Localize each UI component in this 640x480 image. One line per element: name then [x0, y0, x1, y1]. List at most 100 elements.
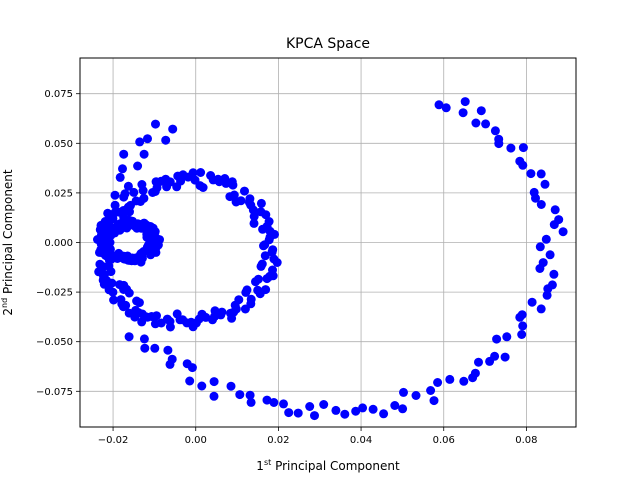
- data-point: [305, 402, 315, 411]
- data-point: [118, 164, 127, 174]
- data-point: [476, 106, 486, 116]
- data-point: [245, 194, 255, 204]
- data-point: [253, 285, 263, 295]
- data-point: [398, 404, 408, 414]
- data-point: [458, 108, 468, 118]
- data-point: [536, 304, 546, 314]
- y-tick-label: 0.000: [44, 238, 73, 249]
- data-point: [165, 322, 175, 332]
- data-point: [529, 187, 539, 197]
- data-point: [545, 250, 555, 260]
- data-point: [105, 238, 115, 247]
- data-point: [518, 321, 528, 331]
- x-axis-label-sup: st: [264, 458, 271, 467]
- data-point: [502, 332, 512, 342]
- data-point: [257, 259, 267, 269]
- data-point: [541, 234, 551, 244]
- data-point: [253, 274, 263, 284]
- data-point: [269, 254, 279, 264]
- data-point: [536, 169, 546, 179]
- data-point: [134, 298, 144, 308]
- data-point: [118, 302, 128, 312]
- data-point: [284, 408, 294, 418]
- data-point: [231, 197, 241, 207]
- data-point: [526, 169, 536, 179]
- data-point: [459, 376, 469, 386]
- data-point: [293, 408, 303, 418]
- data-point: [490, 126, 500, 136]
- y-tick-label: 0.075: [44, 89, 73, 100]
- data-point: [535, 242, 545, 252]
- data-point: [115, 172, 125, 182]
- data-point: [168, 124, 178, 134]
- x-axis-label: 1st Principal Component: [256, 458, 400, 473]
- data-point: [133, 161, 143, 171]
- x-axis-label-main: 1: [256, 459, 264, 473]
- data-point: [538, 258, 548, 268]
- chart-title: KPCA Space: [286, 36, 370, 52]
- y-axis-label-sup: nd: [0, 298, 9, 308]
- data-point: [256, 198, 266, 208]
- data-point: [441, 103, 451, 113]
- data-point: [351, 406, 361, 416]
- data-point: [268, 265, 277, 275]
- data-point: [390, 401, 400, 410]
- data-point: [481, 119, 491, 129]
- data-point: [108, 287, 118, 297]
- data-point: [107, 278, 117, 288]
- data-point: [399, 387, 408, 397]
- data-point: [517, 310, 527, 320]
- data-point: [517, 330, 527, 339]
- data-point: [151, 119, 160, 129]
- data-point: [217, 307, 227, 317]
- data-point: [110, 190, 120, 200]
- data-point: [500, 352, 510, 362]
- data-point: [173, 171, 183, 181]
- data-point: [209, 377, 219, 387]
- data-point: [124, 288, 134, 298]
- data-point: [226, 381, 236, 391]
- data-point: [162, 182, 172, 192]
- data-point: [470, 368, 480, 378]
- data-point: [358, 403, 368, 413]
- y-tick-label: −0.050: [36, 337, 73, 348]
- data-point: [256, 207, 266, 217]
- y-axis-label: 2nd Principal Component: [0, 169, 15, 316]
- y-tick-label: 0.050: [44, 139, 73, 150]
- data-point: [124, 332, 134, 342]
- data-point: [547, 280, 557, 290]
- data-point: [135, 137, 145, 147]
- data-point: [119, 149, 129, 159]
- data-point: [445, 374, 455, 384]
- data-point: [206, 171, 216, 180]
- data-point: [235, 390, 245, 400]
- data-point: [515, 156, 525, 166]
- data-point: [542, 290, 552, 300]
- data-point: [471, 118, 481, 128]
- y-tick-label: 0.025: [44, 188, 73, 199]
- x-axis-ticks: −0.02 0.00 0.02 0.04 0.06 0.08: [98, 427, 538, 446]
- data-point: [245, 390, 255, 400]
- data-point: [165, 359, 175, 369]
- data-point: [434, 100, 444, 110]
- data-point: [279, 399, 288, 409]
- data-point: [143, 134, 152, 144]
- data-point: [197, 381, 207, 391]
- data-point: [558, 227, 568, 237]
- data-point: [246, 294, 256, 304]
- data-point: [246, 397, 256, 407]
- data-point: [310, 411, 319, 421]
- data-point: [185, 376, 195, 386]
- data-point: [242, 285, 252, 295]
- data-point: [331, 405, 341, 415]
- data-point: [269, 398, 279, 407]
- x-tick-label: −0.02: [98, 435, 129, 446]
- data-point: [95, 259, 105, 269]
- data-point: [110, 200, 120, 210]
- data-point: [518, 143, 528, 153]
- data-point: [506, 143, 516, 153]
- x-tick-label: 0.06: [433, 435, 455, 446]
- data-point: [494, 134, 504, 144]
- data-point: [150, 239, 160, 249]
- y-tick-label: −0.075: [36, 387, 73, 398]
